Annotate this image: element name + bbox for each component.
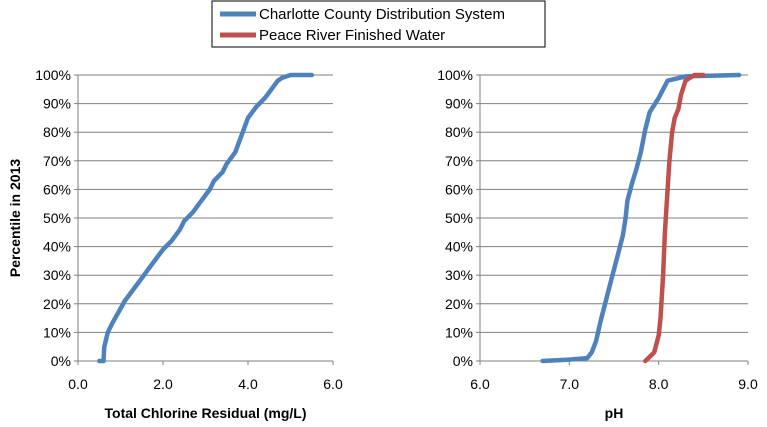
chlorine-y-tick-label: 10%: [43, 324, 71, 340]
chlorine-y-tick-label: 70%: [43, 153, 71, 169]
ph-y-tick-label: 50%: [445, 210, 473, 226]
ph-y-tick-label: 60%: [445, 181, 473, 197]
legend-label-peace-river-finished-water: Peace River Finished Water: [259, 27, 445, 44]
ph-y-tick-label: 20%: [445, 296, 473, 312]
legend: Charlotte County Distribution System Peac…: [211, 0, 546, 48]
ph-y-tick-label: 40%: [445, 239, 473, 255]
chlorine-y-tick-label: 40%: [43, 239, 71, 255]
chlorine-y-tick-label: 100%: [35, 67, 71, 83]
chlorine-x-axis-title: Total Chlorine Residual (mg/L): [105, 405, 307, 421]
ph-x-tick-label: 7.0: [560, 376, 580, 392]
chlorine-x-tick-label: 2.0: [153, 376, 173, 392]
ph-y-tick-label: 100%: [437, 67, 473, 83]
chlorine-y-tick-label: 30%: [43, 267, 71, 283]
chlorine-y-tick-label: 50%: [43, 210, 71, 226]
ph-y-tick-label: 90%: [445, 96, 473, 112]
chlorine-y-tick-label: 80%: [43, 124, 71, 140]
ph-y-tick-label: 30%: [445, 267, 473, 283]
ph-y-tick-label: 10%: [445, 324, 473, 340]
chlorine-y-axis-title: Percentile in 2013: [7, 159, 23, 278]
ph-x-tick-label: 8.0: [649, 376, 669, 392]
chlorine-x-tick-label: 4.0: [238, 376, 258, 392]
ph-y-tick-label: 80%: [445, 124, 473, 140]
chlorine-y-tick-label: 20%: [43, 296, 71, 312]
ph-x-tick-label: 6.0: [470, 376, 490, 392]
ph-y-tick-label: 0%: [453, 353, 473, 369]
ph-series-peace-river-finished-water: [643, 72, 706, 364]
chlorine-x-tick-label: 6.0: [323, 376, 343, 392]
ph-x-axis-title: pH: [605, 405, 624, 421]
chlorine-y-tick-label: 0%: [51, 353, 71, 369]
ph-x-tick-label: 9.0: [738, 376, 758, 392]
legend-box: [211, 0, 546, 48]
chlorine-y-tick-label: 60%: [43, 181, 71, 197]
ph-chart: 0% 10% 20% 30% 40% 50% 60% 70% 80% 90% 100% 6.0 7.0 8…: [437, 67, 758, 421]
chlorine-series-charlotte-county-distribution-system: [97, 72, 315, 364]
ph-series-charlotte-county-distribution-system: [540, 72, 742, 364]
legend-label-charlotte-county-distribution-system: Charlotte County Distribution System: [259, 6, 505, 23]
chlorine-x-tick-label: 0.0: [68, 376, 88, 392]
ph-y-tick-label: 70%: [445, 153, 473, 169]
chlorine-chart: 0% 10% 20% 30% 40% 50% 60% 70% 80% 90% 100% 0.0 2.0 4…: [7, 67, 343, 421]
chlorine-y-tick-label: 90%: [43, 96, 71, 112]
